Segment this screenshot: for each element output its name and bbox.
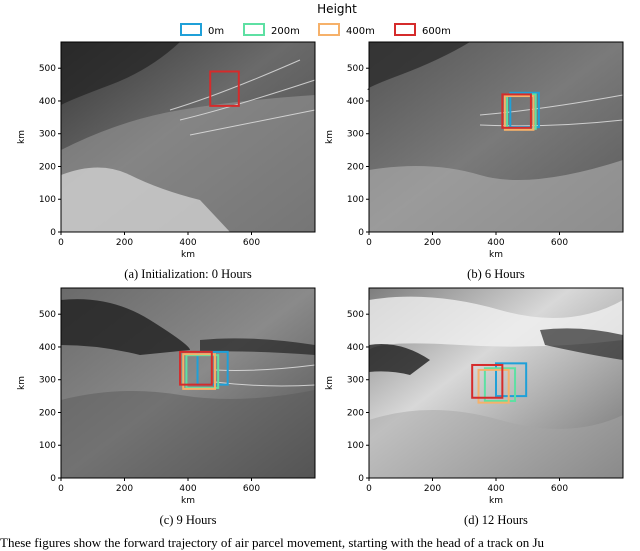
- y-tick-label: 200: [39, 408, 56, 418]
- legend-swatch: [394, 23, 416, 36]
- legend: Height 0m 200m 400m 600m: [180, 2, 451, 37]
- dark-region: [61, 42, 180, 105]
- y-tick-label: 200: [39, 162, 56, 172]
- x-tick-label: 400: [179, 238, 196, 248]
- legend-swatch: [180, 23, 202, 36]
- y-tick-label: 100: [39, 195, 56, 205]
- x-tick-label: 400: [487, 238, 504, 248]
- x-tick-label: 400: [179, 484, 196, 494]
- x-tick-label: 0: [58, 484, 64, 494]
- panel-caption: (c) 9 Hours: [160, 513, 217, 527]
- legend-label: 0m: [208, 26, 224, 37]
- x-tick-label: 0: [366, 238, 372, 248]
- y-tick-label: 300: [39, 130, 56, 140]
- y-tick-label: 0: [50, 474, 56, 484]
- y-axis-label: km: [17, 130, 27, 144]
- x-tick-label: 200: [116, 484, 133, 494]
- panel-caption: (b) 6 Hours: [467, 267, 525, 281]
- panel-axes: 0 200 400 600 0 100 200 300 400 500 km km (d) 12 Hou…: [325, 287, 624, 527]
- legend-label: 400m: [346, 26, 375, 37]
- y-tick-label: 200: [347, 162, 364, 172]
- x-tick-label: 0: [58, 238, 64, 248]
- parcel-box-400m: [477, 368, 510, 404]
- legend-items: 0m 200m 400m 600m: [180, 23, 451, 37]
- y-tick-label: 300: [347, 376, 364, 386]
- parcel-box-400m: [503, 95, 535, 131]
- x-tick-label: 600: [243, 238, 260, 248]
- y-tick-label: 500: [347, 310, 364, 320]
- legend-label: 200m: [271, 26, 300, 37]
- x-tick-label: 600: [551, 238, 568, 248]
- y-tick-label: 100: [39, 441, 56, 451]
- cloud-field: [369, 160, 623, 232]
- dark-region: [367, 42, 470, 90]
- ship-tracks: [214, 364, 316, 387]
- x-tick-label: 200: [424, 238, 441, 248]
- y-tick-label: 500: [39, 64, 56, 74]
- dark-region: [369, 344, 430, 375]
- x-tick-label: 0: [366, 484, 372, 494]
- x-axis-label: km: [489, 250, 503, 260]
- panel-b: [367, 42, 624, 232]
- parcel-box-600m: [501, 93, 532, 129]
- panel-c: [61, 288, 316, 478]
- dark-band: [200, 338, 315, 355]
- y-tick-label: 0: [50, 228, 56, 238]
- panel-caption: (a) Initialization: 0 Hours: [124, 267, 252, 281]
- x-tick-label: 400: [487, 484, 504, 494]
- dark-region: [61, 299, 190, 355]
- ship-tracks: [479, 94, 624, 127]
- y-tick-label: 200: [347, 408, 364, 418]
- panel-axes: 0 200 400 600 0 100 200 300 400 500 km km (a) Initia…: [17, 41, 316, 281]
- panel-axes: 0 200 400 600 0 100 200 300 400 500 km km (b) 6 Hour…: [325, 41, 624, 281]
- y-tick-label: 300: [347, 130, 364, 140]
- x-axis-label: km: [181, 496, 195, 506]
- x-tick-label: 600: [551, 484, 568, 494]
- y-tick-label: 300: [39, 376, 56, 386]
- parcel-box-600m: [471, 363, 504, 399]
- panel-a: [61, 42, 316, 232]
- y-tick-label: 500: [39, 310, 56, 320]
- y-axis-label: km: [325, 376, 335, 390]
- panel-axes: 0 200 400 600 0 100 200 300 400 500 km km (c) 9 Hour…: [17, 287, 316, 527]
- parcel-box-600m: [179, 350, 213, 386]
- parcel-box-600m: [209, 70, 240, 107]
- y-tick-label: 100: [347, 441, 364, 451]
- y-tick-label: 500: [347, 64, 364, 74]
- x-axis-label: km: [489, 496, 503, 506]
- x-tick-label: 200: [424, 484, 441, 494]
- y-tick-label: 0: [358, 228, 364, 238]
- y-tick-label: 400: [347, 343, 364, 353]
- cloud-field: [61, 390, 315, 478]
- bright-cloud-region: [61, 167, 230, 232]
- x-tick-label: 200: [116, 238, 133, 248]
- cloud-field: [369, 410, 623, 478]
- parcel-box-0m: [495, 362, 528, 398]
- dark-region: [540, 328, 623, 360]
- y-axis-label: km: [17, 376, 27, 390]
- panel-d: [369, 288, 623, 478]
- y-tick-label: 100: [347, 195, 364, 205]
- x-axis-label: km: [181, 250, 195, 260]
- parcel-box-200m: [483, 367, 517, 403]
- y-tick-label: 0: [358, 474, 364, 484]
- panel-caption: (d) 12 Hours: [464, 513, 528, 527]
- figure-footer-text: These figures show the forward trajector…: [0, 535, 545, 550]
- legend-label: 600m: [422, 26, 451, 37]
- parcel-box-400m: [182, 353, 216, 390]
- legend-title: Height: [317, 2, 357, 16]
- panel-overlays: 0 200 400 600 0 100 200 300 400 500 km km (a) Initia…: [17, 41, 624, 527]
- y-axis-label: km: [325, 130, 335, 144]
- y-tick-label: 400: [39, 97, 56, 107]
- x-tick-label: 600: [243, 484, 260, 494]
- legend-swatch: [318, 23, 340, 36]
- legend-swatch: [243, 23, 265, 36]
- y-tick-label: 400: [347, 97, 364, 107]
- y-tick-label: 400: [39, 343, 56, 353]
